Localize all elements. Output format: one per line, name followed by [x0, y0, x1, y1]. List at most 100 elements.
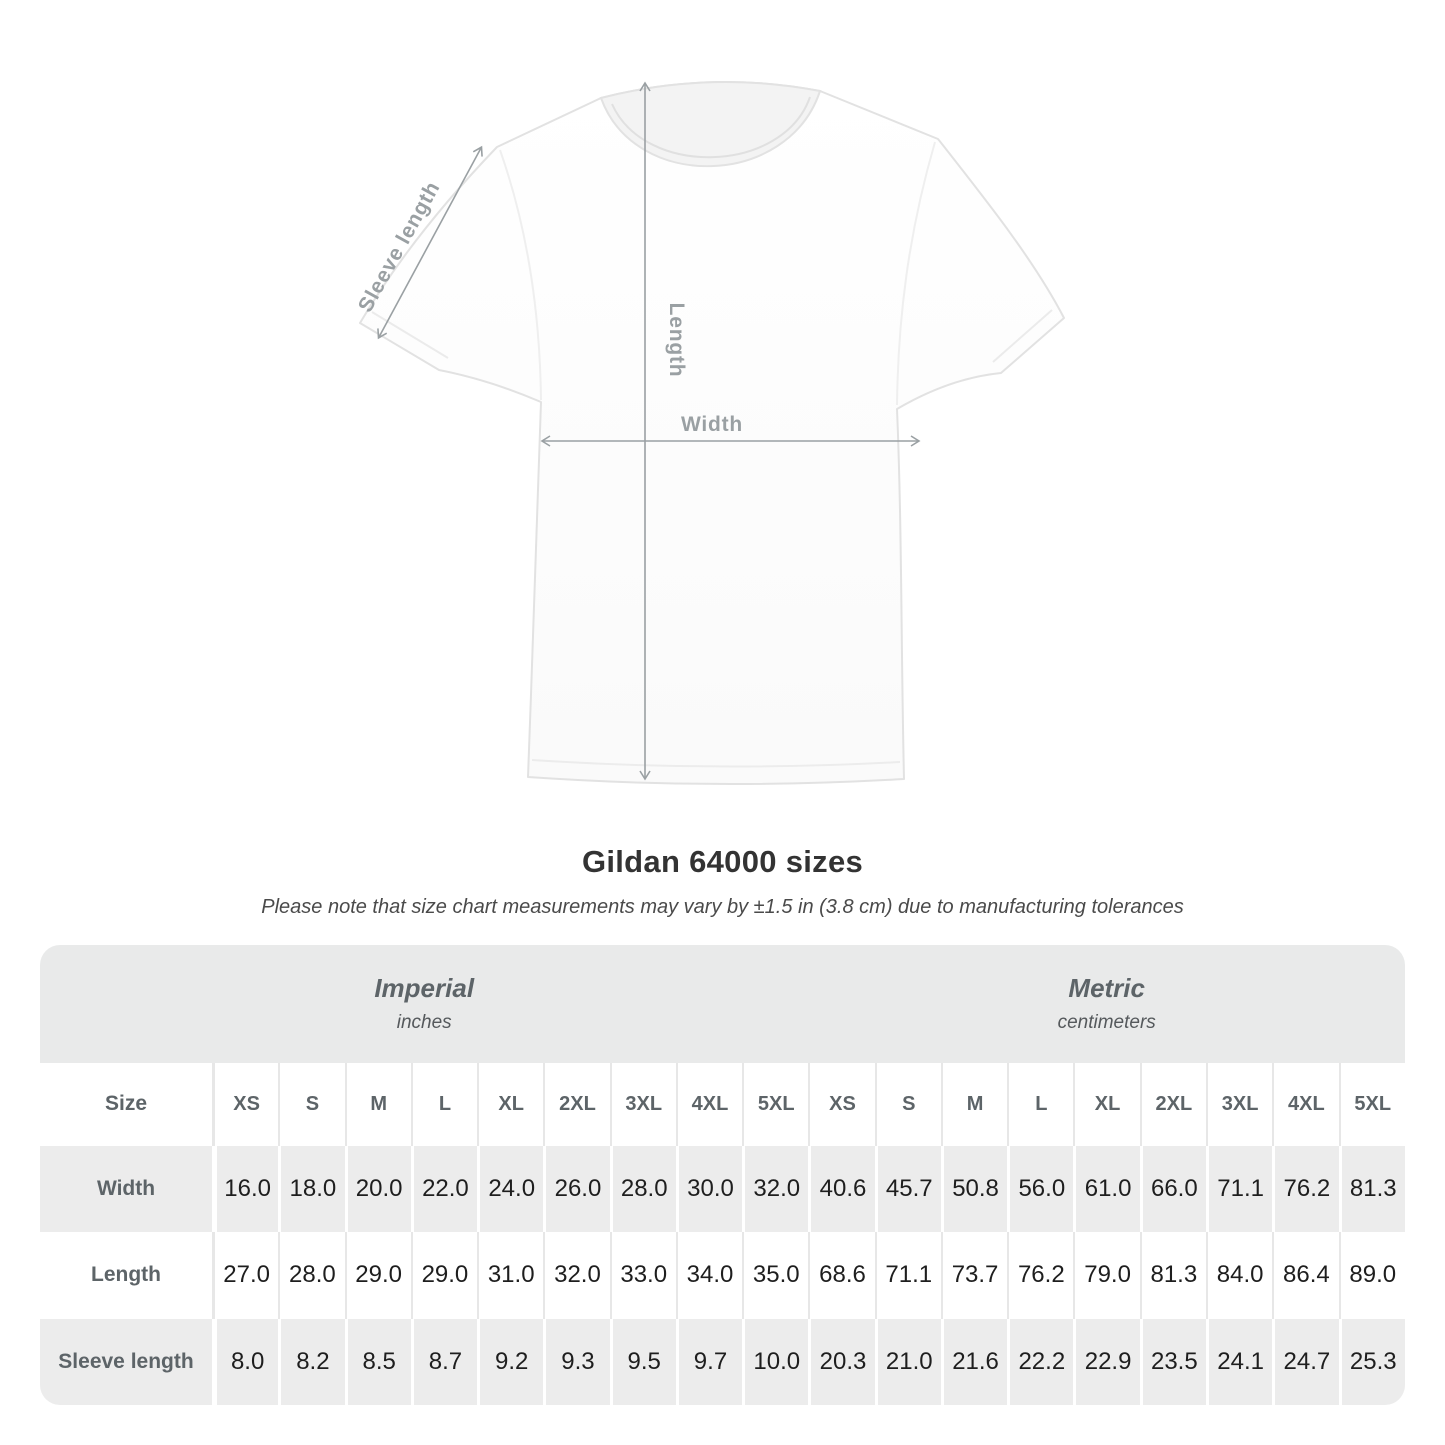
value-cell: 22.2: [1007, 1318, 1074, 1405]
value-cell: 24.0: [477, 1145, 544, 1233]
value-cell: 32.0: [742, 1145, 809, 1233]
size-header-metric-4xl: 4XL: [1272, 1062, 1339, 1146]
value-cell: 79.0: [1073, 1232, 1140, 1319]
value-cell: 29.0: [410, 1232, 478, 1319]
size-header-imperial-3xl: 3XL: [609, 1062, 676, 1146]
size-header-imperial-xl: XL: [477, 1062, 544, 1146]
value-cell: 84.0: [1205, 1232, 1273, 1319]
size-column-header: Size: [40, 1062, 212, 1146]
size-header-imperial-xs: XS: [212, 1062, 279, 1146]
size-header-metric-m: M: [940, 1062, 1008, 1146]
table-row-length: Length 27.0 28.0 29.0 29.0 31.0 32.0 33.0 34.0 35…: [40, 1232, 1405, 1319]
value-cell: 21.6: [940, 1318, 1008, 1405]
value-cell: 22.0: [410, 1145, 478, 1233]
size-header-imperial-2xl: 2XL: [543, 1062, 610, 1146]
metric-label: Metric: [1068, 973, 1145, 1004]
value-cell: 8.0: [212, 1318, 279, 1405]
value-cell: 26.0: [543, 1145, 610, 1233]
size-header-row: Size XS S M L XL 2XL 3XL 4XL 5XL XS S M L XL 2XL 3XL 4XL…: [40, 1062, 1405, 1146]
size-header-imperial-5xl: 5XL: [742, 1062, 809, 1146]
value-cell: 68.6: [808, 1232, 875, 1319]
metric-group-header: Metric centimeters: [808, 945, 1405, 1063]
value-cell: 89.0: [1338, 1232, 1405, 1319]
measurement-arrows: [377, 81, 921, 781]
value-cell: 56.0: [1007, 1145, 1074, 1233]
value-cell: 76.2: [1007, 1232, 1074, 1319]
value-cell: 50.8: [940, 1145, 1008, 1233]
row-label: Length: [40, 1232, 212, 1319]
value-cell: 71.1: [874, 1232, 941, 1319]
value-cell: 9.7: [675, 1318, 743, 1405]
row-label: Width: [40, 1145, 212, 1233]
collar-ribbing-seam: [611, 96, 811, 159]
value-cell: 8.2: [278, 1318, 345, 1405]
value-cell: 29.0: [344, 1232, 411, 1319]
value-cell: 32.0: [543, 1232, 610, 1319]
value-cell: 71.1: [1205, 1145, 1273, 1233]
value-cell: 30.0: [675, 1145, 743, 1233]
value-cell: 45.7: [874, 1145, 941, 1233]
value-cell: 9.3: [543, 1318, 610, 1405]
size-header-metric-s: S: [874, 1062, 941, 1146]
tolerance-note: Please note that size chart measurements…: [261, 896, 1184, 918]
length-label: Length: [665, 303, 688, 378]
size-header-imperial-s: S: [278, 1062, 345, 1146]
value-cell: 20.0: [344, 1145, 411, 1233]
hem-seam: [531, 759, 901, 768]
size-header-imperial-4xl: 4XL: [675, 1062, 743, 1146]
value-cell: 27.0: [212, 1232, 279, 1319]
tshirt-diagram: Sleeve length Length Width: [354, 81, 1065, 786]
value-cell: 16.0: [212, 1145, 279, 1233]
value-cell: 76.2: [1272, 1145, 1339, 1233]
value-cell: 81.3: [1139, 1232, 1206, 1319]
value-cell: 40.6: [808, 1145, 875, 1233]
value-cell: 10.0: [742, 1318, 809, 1405]
size-header-imperial-m: M: [344, 1062, 411, 1146]
value-cell: 9.5: [609, 1318, 676, 1405]
value-cell: 24.1: [1205, 1318, 1273, 1405]
metric-unit: centimeters: [1057, 1012, 1156, 1034]
value-cell: 28.0: [278, 1232, 345, 1319]
tshirt-illustration: [359, 81, 1065, 786]
size-header-metric-5xl: 5XL: [1338, 1062, 1405, 1146]
value-cell: 35.0: [742, 1232, 809, 1319]
table-row-sleeve-length: Sleeve length 8.0 8.2 8.5 8.7 9.2 9.3 9.5 9.7 10.…: [40, 1318, 1405, 1405]
imperial-group-header: Imperial inches: [40, 945, 809, 1063]
size-header-metric-l: L: [1007, 1062, 1074, 1146]
value-cell: 9.2: [477, 1318, 544, 1405]
sleeve-length-arrow: [377, 145, 483, 340]
size-header-metric-xs: XS: [808, 1062, 875, 1146]
value-cell: 66.0: [1139, 1145, 1206, 1233]
value-cell: 8.5: [344, 1318, 411, 1405]
value-cell: 8.7: [410, 1318, 478, 1405]
value-cell: 31.0: [477, 1232, 544, 1319]
left-sleeve-seam: [499, 149, 542, 401]
size-header-metric-xl: XL: [1073, 1062, 1140, 1146]
page-title: Gildan 64000 sizes: [581, 844, 864, 879]
value-cell: 21.0: [874, 1318, 941, 1405]
value-cell: 81.3: [1338, 1145, 1405, 1233]
value-cell: 86.4: [1272, 1232, 1339, 1319]
value-cell: 33.0: [609, 1232, 676, 1319]
right-sleeve-seam: [896, 141, 936, 406]
value-cell: 22.9: [1073, 1318, 1140, 1405]
imperial-label: Imperial: [374, 973, 475, 1004]
value-cell: 18.0: [278, 1145, 345, 1233]
unit-group-row: Imperial inches Metric centimeters: [40, 945, 1405, 1063]
value-cell: 25.3: [1338, 1318, 1405, 1405]
value-cell: 61.0: [1073, 1145, 1140, 1233]
value-cell: 28.0: [609, 1145, 676, 1233]
value-cell: 73.7: [940, 1232, 1008, 1319]
size-table: Imperial inches Metric centimeters Size …: [40, 945, 1405, 1405]
right-cuff-seam: [992, 309, 1053, 363]
value-cell: 23.5: [1139, 1318, 1206, 1405]
row-label: Sleeve length: [40, 1318, 212, 1405]
imperial-unit: inches: [396, 1012, 452, 1034]
size-header-imperial-l: L: [410, 1062, 478, 1146]
size-header-metric-3xl: 3XL: [1205, 1062, 1273, 1146]
value-cell: 24.7: [1272, 1318, 1339, 1405]
width-label: Width: [681, 413, 743, 436]
size-header-metric-2xl: 2XL: [1139, 1062, 1206, 1146]
value-cell: 34.0: [675, 1232, 743, 1319]
